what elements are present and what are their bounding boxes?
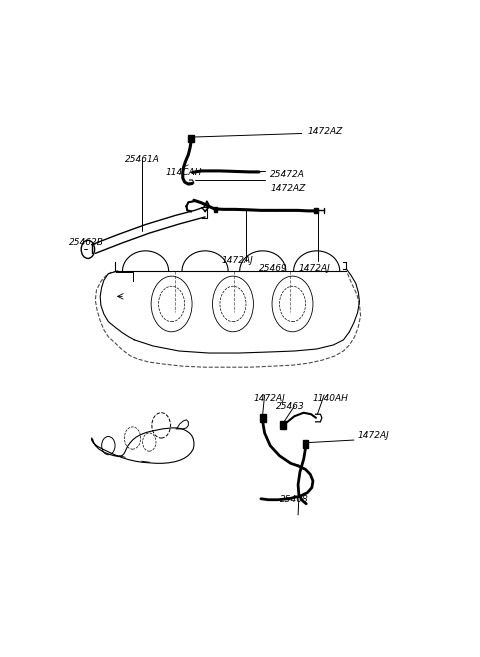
- Text: 25468: 25468: [279, 495, 308, 504]
- FancyBboxPatch shape: [188, 135, 194, 142]
- FancyBboxPatch shape: [302, 440, 309, 448]
- Text: 1140AH: 1140AH: [313, 394, 349, 403]
- Text: 25469: 25469: [259, 264, 288, 273]
- Text: 25463: 25463: [276, 402, 304, 411]
- FancyBboxPatch shape: [260, 414, 266, 422]
- Text: 114CAH: 114CAH: [166, 168, 203, 177]
- Text: 25461A: 25461A: [125, 155, 160, 164]
- Text: 25472A: 25472A: [270, 170, 305, 179]
- Text: 1472AJ: 1472AJ: [253, 394, 285, 403]
- Text: 1472AJ: 1472AJ: [358, 431, 389, 440]
- FancyBboxPatch shape: [280, 421, 286, 430]
- Text: 1472AZ: 1472AZ: [270, 184, 305, 193]
- Text: 1472AZ: 1472AZ: [307, 127, 343, 137]
- Text: 1472AJ: 1472AJ: [222, 256, 253, 265]
- FancyBboxPatch shape: [214, 207, 217, 212]
- FancyBboxPatch shape: [314, 208, 318, 213]
- Text: 1472AJ: 1472AJ: [298, 264, 330, 273]
- Text: 25462B: 25462B: [69, 238, 104, 247]
